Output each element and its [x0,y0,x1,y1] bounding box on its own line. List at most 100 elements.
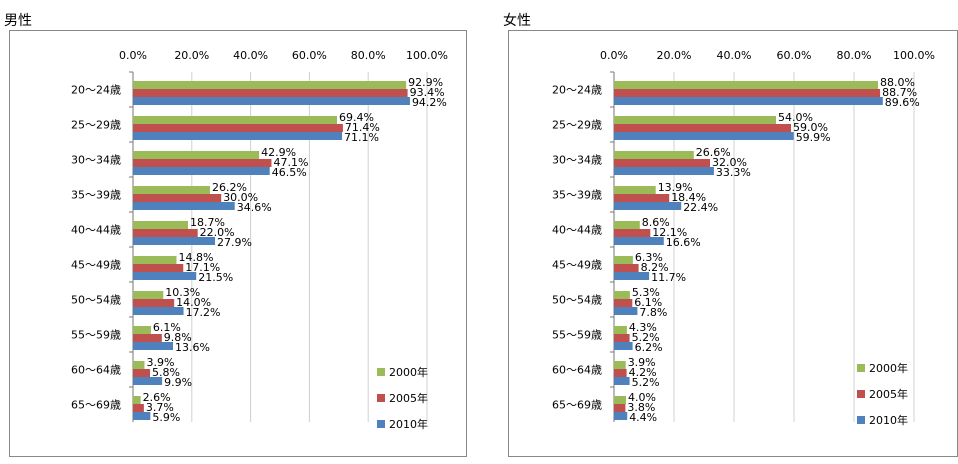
male-bar-2000 [133,256,177,264]
male-legend-swatch-2000 [377,368,385,376]
male-bar-2010 [133,342,173,350]
female-data-label-2005: 5.2% [632,331,660,344]
female-bar-2005 [614,264,639,272]
male-chart-frame [9,30,467,457]
female-legend-swatch-2005 [857,390,865,398]
male-x-tick-label: 20.0% [174,49,209,62]
female-bar-2000 [614,396,626,404]
female-category-label: 60～64歳 [552,364,602,377]
male-category-label: 25～29歳 [71,119,121,132]
male-x-tick-label: 60.0% [292,49,327,62]
female-data-label-2000: 5.3% [632,286,660,299]
male-data-label-2005: 5.8% [152,366,180,379]
male-data-label-2010: 34.6% [237,201,272,214]
male-bar-2000 [133,186,211,194]
male-category-label: 50～54歳 [71,294,121,307]
female-x-tick-label: 20.0% [657,49,692,62]
male-legend-swatch-2010 [377,420,385,428]
male-data-label-2010: 13.6% [175,341,210,354]
female-data-label-2005: 32.0% [712,156,747,169]
female-bar-2005 [614,229,651,237]
female-x-tick-label: 100.0% [893,49,935,62]
male-bar-2010 [133,412,151,420]
male-data-label-2005: 17.1% [185,261,220,274]
male-data-label-2000: 26.2% [212,181,247,194]
male-legend-swatch-2005 [377,394,385,402]
female-bar-2000 [614,361,626,369]
male-bar-2000 [133,361,145,369]
male-data-label-2010: 27.9% [217,236,252,249]
female-bar-2005 [614,124,791,132]
male-data-label-2010: 94.2% [412,96,447,109]
male-bar-2005 [133,334,162,342]
male-data-label-2005: 93.4% [410,86,445,99]
male-bar-2005 [133,264,184,272]
female-category-label: 55～59歳 [552,329,602,342]
female-data-label-2005: 12.1% [652,226,687,239]
female-data-label-2005: 6.1% [634,296,662,309]
male-bar-2010 [133,167,270,175]
female-category-label: 40～44歳 [552,224,602,237]
female-data-label-2010: 59.9% [796,131,831,144]
male-bar-2005 [133,369,151,377]
female-category-label: 45～49歳 [552,259,602,272]
female-bar-2010 [614,237,664,245]
female-bar-2000 [614,186,656,194]
male-data-label-2005: 30.0% [223,191,258,204]
male-category-label: 55～59歳 [71,329,121,342]
female-data-label-2005: 8.2% [641,261,669,274]
female-legend-swatch-2010 [857,416,865,424]
female-data-label-2000: 88.0% [880,76,915,89]
male-x-tick-label: 80.0% [351,49,386,62]
female-bar-2010 [614,342,633,350]
female-data-label-2010: 22.4% [683,201,718,214]
male-bar-2005 [133,404,144,412]
male-data-label-2000: 69.4% [339,111,374,124]
male-bar-2000 [133,81,407,89]
male-bar-2000 [133,116,338,124]
female-bar-2000 [614,221,640,229]
female-bar-2010 [614,132,794,140]
female-data-label-2005: 18.4% [671,191,706,204]
female-bar-2000 [614,116,776,124]
female-bar-2000 [614,256,633,264]
female-data-label-2005: 88.7% [882,86,917,99]
female-data-label-2010: 6.2% [635,341,663,354]
male-x-tick-label: 40.0% [233,49,268,62]
female-category-label: 25～29歳 [552,119,602,132]
female-data-label-2005: 59.0% [793,121,828,134]
female-data-label-2010: 7.8% [639,306,667,319]
male-category-label: 40～44歳 [71,224,121,237]
male-data-label-2005: 14.0% [176,296,211,309]
male-bar-2010 [133,132,343,140]
female-data-label-2000: 54.0% [778,111,813,124]
male-data-label-2000: 2.6% [143,391,171,404]
female-bar-2010 [614,97,883,105]
female-bar-2010 [614,272,650,280]
male-category-label: 60～64歳 [71,364,121,377]
chart-title-male: 男性 [4,13,32,29]
female-legend-label-2000: 2000年 [869,361,908,375]
male-bar-2005 [133,159,272,167]
male-data-label-2010: 17.2% [186,306,221,319]
female-bar-2000 [614,291,630,299]
male-data-label-2010: 46.5% [272,166,307,179]
male-data-label-2005: 71.4% [345,121,380,134]
male-data-label-2000: 14.8% [179,251,214,264]
female-bar-2005 [614,404,626,412]
female-data-label-2010: 16.6% [666,236,701,249]
female-category-label: 65～69歳 [552,399,602,412]
female-category-label: 50～54歳 [552,294,602,307]
male-bar-2005 [133,124,343,132]
male-bar-2000 [133,221,188,229]
female-x-tick-label: 40.0% [717,49,752,62]
female-x-tick-label: 0.0% [600,49,628,62]
male-category-label: 45～49歳 [71,259,121,272]
female-data-label-2000: 13.9% [658,181,693,194]
male-category-label: 65～69歳 [71,399,121,412]
male-bar-2005 [133,194,222,202]
male-bar-2010 [133,202,235,210]
male-bar-2000 [133,396,141,404]
female-legend-label-2010: 2010年 [869,413,908,427]
